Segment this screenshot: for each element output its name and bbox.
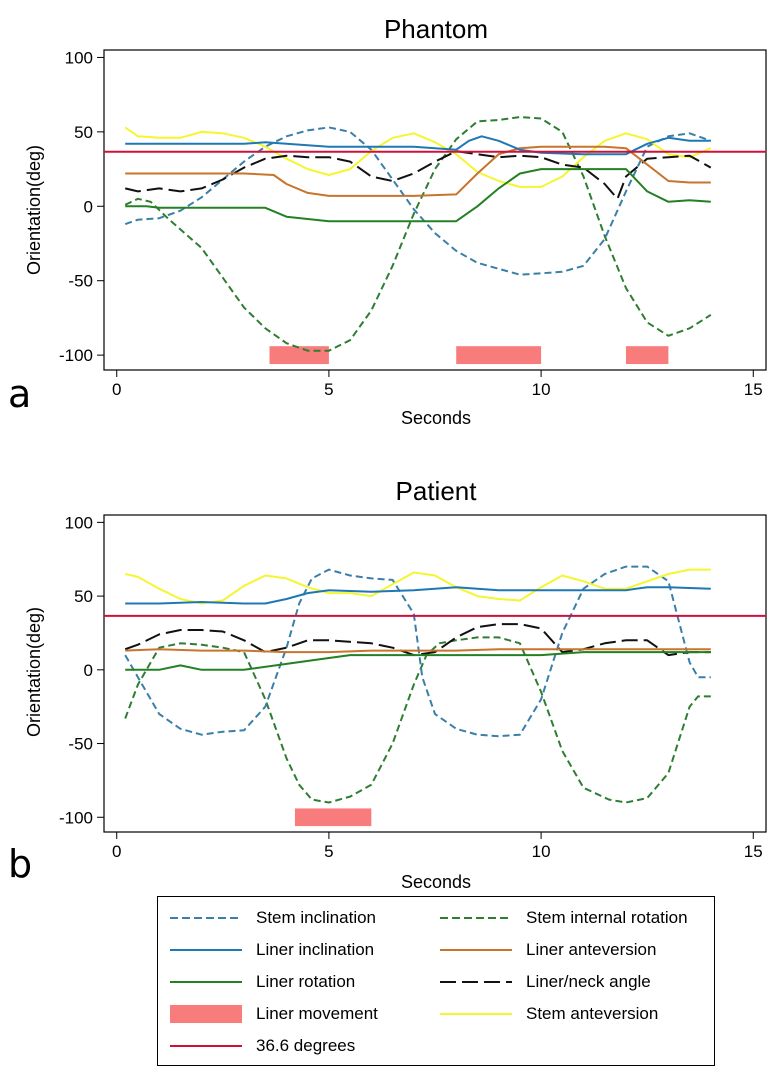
legend-item: Liner movement: [170, 999, 378, 1029]
patient-panel: Patient Orientation(deg) Seconds -100 -50…: [24, 476, 767, 892]
y-tick-label: 50: [74, 123, 93, 142]
x-tick-label: 10: [532, 842, 551, 861]
legend-item: Liner/neck angle: [440, 967, 651, 997]
legend-swatch-stem-anteversion: [440, 1004, 512, 1024]
x-tick-label: 5: [324, 380, 333, 399]
series-line-stem-inclination: [124, 565, 711, 738]
plot-frame: [103, 49, 767, 371]
legend-swatch-stem-internal-rotation: [440, 908, 512, 928]
series-line-liner-anteversion: [125, 145, 711, 197]
legend-label: Liner/neck angle: [526, 972, 651, 991]
series-line-liner-inclination: [125, 586, 711, 605]
panel-label-a: a: [8, 372, 32, 416]
legend-swatch-liner-neck-angle: [440, 972, 512, 992]
liner-movement-bar: [269, 346, 329, 365]
legend-label: Liner anteversion: [526, 940, 657, 959]
phantom-panel: Phantom Orientation(deg) Seconds -100 -50…: [24, 14, 767, 428]
legend-label: Stem inclination: [256, 908, 377, 927]
x-tick-label: 15: [744, 380, 763, 399]
legend-item: Liner inclination: [170, 935, 374, 965]
patient-y-axis-label: Orientation(deg): [24, 607, 44, 737]
series-line-stem-inclination: [124, 126, 712, 276]
legend-label: Liner rotation: [256, 972, 356, 991]
legend-swatch-liner-inclination: [170, 940, 242, 960]
y-tick-label: -100: [59, 808, 93, 827]
liner-movement-bar: [456, 346, 542, 365]
series-line-stem-anteversion: [124, 568, 711, 605]
legend-label: Stem anteversion: [526, 1004, 659, 1023]
legend-label: 36.6 degrees: [256, 1036, 356, 1055]
legend-item: Stem anteversion: [440, 999, 658, 1029]
legend-item: Liner rotation: [170, 967, 355, 997]
chart-legend: Stem inclination Stem internal rotation …: [157, 896, 715, 1066]
x-tick-label: 0: [112, 842, 121, 861]
legend-item: Stem inclination: [170, 903, 376, 933]
legend-item: 36.6 degrees: [170, 1031, 355, 1061]
legend-swatch-36-6-degrees: [170, 1036, 242, 1056]
y-tick-label: 100: [65, 513, 93, 532]
legend-swatch-liner-anteversion: [440, 940, 512, 960]
figure-svg: Phantom Orientation(deg) Seconds -100 -50…: [24, 14, 767, 892]
y-tick-label: -100: [59, 346, 93, 365]
panel-label-b: b: [8, 842, 33, 886]
y-tick-label: -50: [68, 272, 93, 291]
series-line-stem-internal-rotation: [124, 116, 712, 352]
series-line-stem-anteversion: [124, 126, 712, 188]
y-tick-label: 50: [74, 587, 93, 606]
series-line-liner-rotation: [125, 168, 711, 223]
x-tick-label: 10: [532, 380, 551, 399]
legend-item: Stem internal rotation: [440, 903, 688, 933]
legend-swatch-liner-movement: [170, 1004, 242, 1024]
series-line-liner-inclination: [125, 135, 711, 156]
phantom-y-axis-label: Orientation(deg): [24, 145, 44, 275]
x-tick-label: 0: [112, 380, 121, 399]
plot-frame: [103, 514, 767, 833]
phantom-x-axis-label: Seconds: [401, 408, 471, 428]
phantom-title: Phantom: [384, 14, 488, 44]
legend-swatch-stem-inclination: [170, 908, 242, 928]
legend-label: Stem internal rotation: [526, 908, 688, 927]
x-tick-label: 15: [744, 842, 763, 861]
y-tick-label: 0: [84, 661, 93, 680]
legend-item: Liner anteversion: [440, 935, 656, 965]
series-line-stem-internal-rotation: [124, 636, 711, 804]
x-tick-label: 5: [324, 842, 333, 861]
legend-label: Liner movement: [256, 1004, 378, 1023]
y-tick-label: -50: [68, 735, 93, 754]
patient-title: Patient: [396, 476, 478, 506]
legend-swatch-liner-rotation: [170, 972, 242, 992]
patient-x-axis-label: Seconds: [401, 872, 471, 892]
series-line-liner-rotation: [125, 651, 711, 671]
liner-movement-bar: [294, 808, 372, 827]
liner-movement-bar: [625, 346, 669, 365]
legend-label: Liner inclination: [256, 940, 375, 959]
y-tick-label: 100: [65, 48, 93, 67]
series-line-liner-anteversion: [125, 648, 711, 654]
series-line-liner-neck-angle: [124, 150, 712, 200]
y-tick-label: 0: [84, 197, 93, 216]
series-line-liner-neck-angle: [124, 623, 711, 657]
